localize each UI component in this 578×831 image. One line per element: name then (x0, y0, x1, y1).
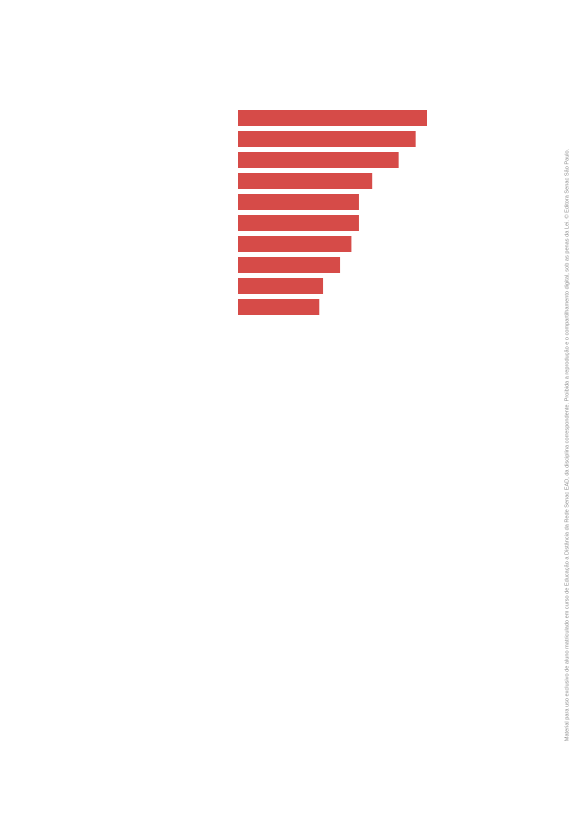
bar-6 (238, 215, 359, 231)
bar-3 (238, 152, 399, 168)
bar-1 (238, 110, 427, 126)
bar-9 (238, 278, 324, 294)
bar-2 (238, 131, 416, 147)
bar-4 (238, 173, 373, 189)
bars-group (238, 110, 427, 315)
bar-8 (238, 257, 341, 273)
copyright-side-note: Material para uso exclusivo de aluno mat… (564, 148, 571, 742)
bar-5 (238, 194, 359, 210)
bar-7 (238, 236, 352, 252)
bar-10 (238, 299, 320, 315)
